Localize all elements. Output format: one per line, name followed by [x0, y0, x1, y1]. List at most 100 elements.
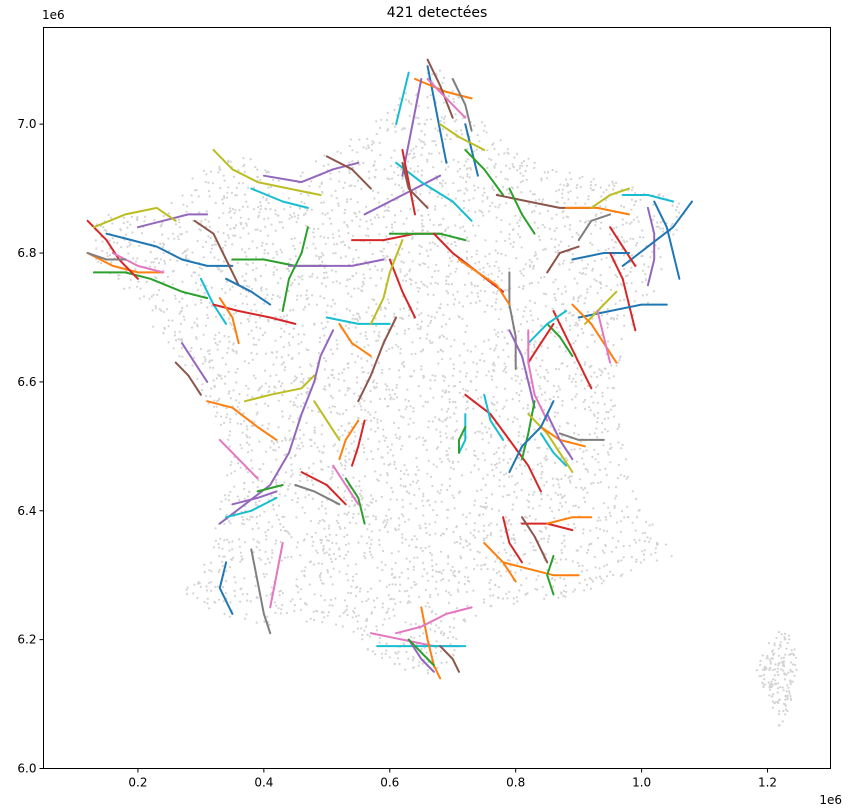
- background-point: [432, 463, 435, 466]
- background-point: [484, 563, 487, 566]
- background-point: [548, 227, 552, 230]
- background-point: [385, 649, 388, 652]
- background-point: [557, 596, 560, 599]
- background-point: [315, 303, 318, 306]
- background-point: [252, 343, 255, 346]
- background-point: [539, 324, 543, 327]
- background-point: [328, 217, 331, 220]
- background-point: [307, 349, 310, 352]
- background-point: [330, 269, 334, 272]
- background-point: [795, 656, 798, 659]
- background-point: [445, 290, 448, 293]
- background-point: [279, 529, 282, 532]
- background-point: [322, 582, 325, 585]
- background-point: [458, 213, 461, 216]
- background-point: [434, 532, 437, 535]
- background-point: [430, 315, 433, 318]
- background-point: [575, 460, 579, 463]
- background-point: [277, 399, 280, 402]
- background-point: [274, 209, 277, 212]
- background-point: [307, 194, 310, 197]
- background-point: [508, 590, 511, 594]
- background-point: [597, 411, 600, 415]
- background-point: [402, 307, 406, 310]
- background-point: [473, 522, 476, 525]
- axes-frame: [43, 27, 831, 769]
- background-point: [267, 528, 270, 532]
- background-point: [264, 382, 267, 385]
- background-point: [520, 584, 523, 587]
- background-point: [407, 327, 410, 330]
- background-point: [480, 568, 483, 571]
- background-point: [432, 509, 435, 512]
- background-point: [455, 428, 458, 431]
- background-point: [304, 566, 307, 569]
- background-point: [593, 473, 597, 476]
- background-point: [281, 382, 284, 385]
- series-line-68: [646, 206, 656, 287]
- background-point: [284, 494, 287, 497]
- background-point: [256, 176, 259, 179]
- background-point: [417, 116, 420, 120]
- background-point: [441, 532, 444, 535]
- background-point: [649, 537, 652, 540]
- series-line-89: [521, 400, 536, 461]
- background-point: [429, 379, 432, 382]
- background-point: [592, 310, 595, 313]
- background-point: [274, 229, 277, 232]
- background-point: [464, 389, 467, 392]
- background-point: [279, 589, 282, 592]
- background-point: [623, 298, 626, 301]
- background-point: [430, 559, 433, 562]
- background-point: [399, 268, 402, 271]
- background-point: [301, 380, 304, 383]
- background-point: [592, 580, 595, 583]
- background-point: [626, 515, 630, 519]
- background-point: [328, 604, 331, 607]
- background-point: [280, 356, 283, 359]
- background-point: [227, 392, 230, 395]
- background-point: [246, 303, 249, 306]
- background-point: [214, 201, 217, 204]
- background-point: [287, 197, 291, 200]
- background-point: [323, 599, 326, 602]
- background-point: [560, 542, 564, 545]
- background-point: [519, 270, 522, 273]
- background-point: [658, 193, 661, 196]
- background-point: [200, 301, 203, 304]
- background-point: [288, 533, 291, 536]
- background-point: [507, 528, 510, 532]
- background-point: [389, 462, 392, 466]
- background-point: [371, 140, 374, 143]
- background-point: [628, 222, 632, 225]
- background-point: [229, 418, 232, 421]
- background-point: [101, 249, 104, 252]
- background-point: [253, 303, 256, 306]
- background-point: [248, 436, 251, 439]
- background-point: [266, 234, 270, 237]
- background-point: [575, 486, 578, 489]
- background-point: [492, 188, 496, 192]
- background-point: [371, 298, 374, 301]
- background-point: [514, 541, 517, 545]
- series-line-24: [181, 342, 209, 383]
- background-point: [399, 210, 403, 213]
- background-point: [344, 208, 347, 211]
- series-line-11: [212, 148, 322, 196]
- background-point: [377, 448, 380, 451]
- background-point: [487, 441, 490, 444]
- background-point: [465, 168, 468, 171]
- background-point: [410, 353, 413, 356]
- background-point: [494, 175, 498, 179]
- background-point: [386, 128, 390, 131]
- background-point: [452, 400, 455, 403]
- background-point: [438, 457, 442, 460]
- background-point: [209, 170, 212, 173]
- background-point: [239, 322, 242, 325]
- background-point: [782, 656, 786, 659]
- background-point: [411, 236, 414, 239]
- background-point: [245, 295, 248, 298]
- background-point: [386, 405, 389, 408]
- background-point: [378, 233, 381, 236]
- series-line-77: [571, 303, 618, 364]
